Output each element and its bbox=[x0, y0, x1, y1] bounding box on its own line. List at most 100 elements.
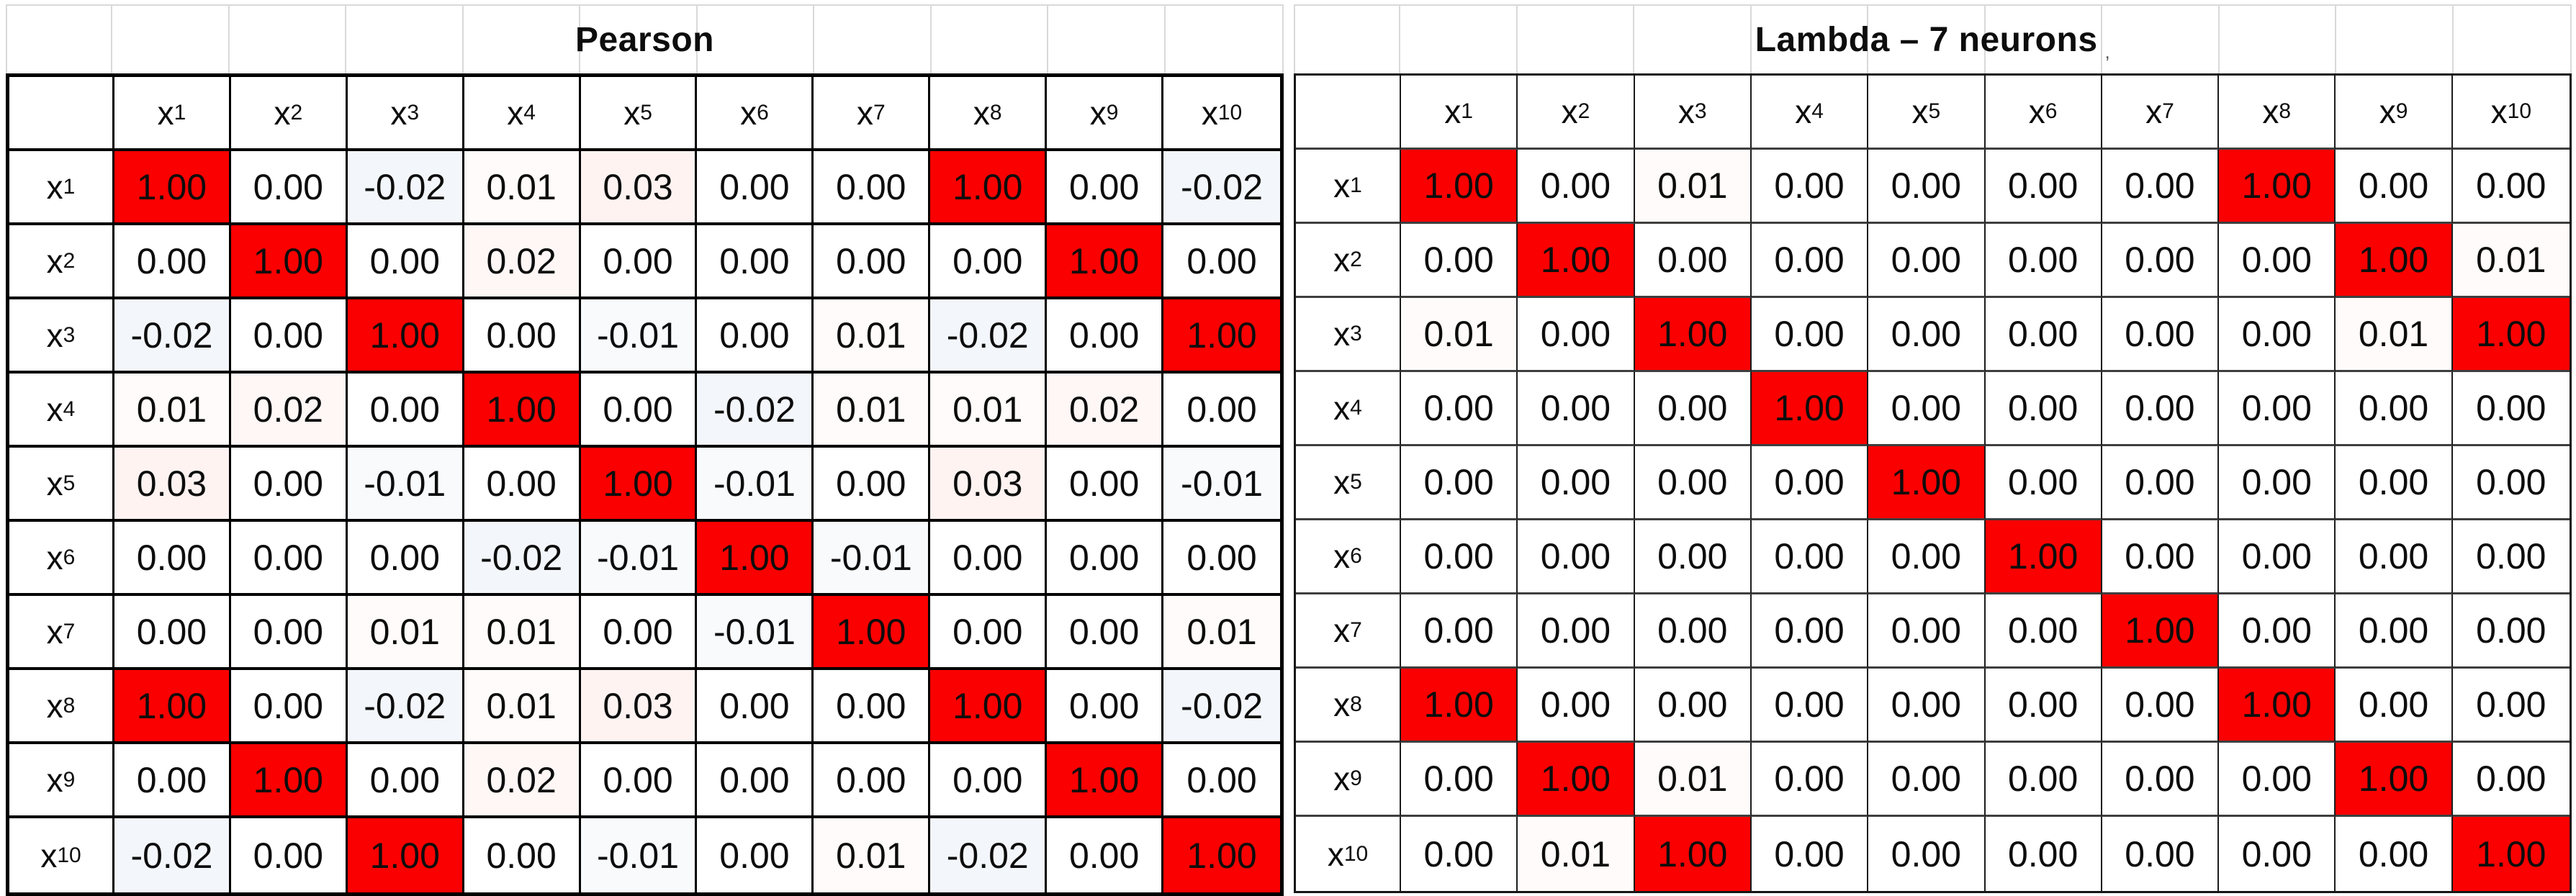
cell-x5-x7: 0.00 bbox=[2102, 446, 2220, 520]
cell-x2-x9: 1.00 bbox=[1047, 225, 1164, 299]
cell-x9-x8: 0.00 bbox=[930, 744, 1048, 818]
cell-x6-x10: 0.00 bbox=[2452, 520, 2570, 594]
cell-x2-x1: 0.00 bbox=[114, 225, 231, 299]
cell-x7-x4: 0.00 bbox=[1751, 594, 1869, 669]
cell-x7-x7: 1.00 bbox=[814, 596, 931, 670]
cell-x4-x6: -0.02 bbox=[697, 374, 814, 448]
cell-x2-x2: 1.00 bbox=[1518, 224, 1635, 298]
cell-x1-x5: 0.03 bbox=[580, 151, 698, 225]
cell-x8-x5: 0.00 bbox=[1868, 669, 1986, 743]
cell-x9-x10: 0.00 bbox=[2452, 743, 2570, 817]
cell-x2-x3: 0.00 bbox=[1634, 224, 1752, 298]
pearson-title-label: Pearson bbox=[575, 20, 714, 59]
cell-x4-x2: 0.00 bbox=[1518, 372, 1635, 446]
cell-x9-x4: 0.00 bbox=[1751, 743, 1869, 817]
cell-x9-x9: 1.00 bbox=[2336, 743, 2453, 817]
corner-cell bbox=[9, 77, 114, 151]
cell-x6-x8: 0.00 bbox=[930, 522, 1048, 596]
cell-x7-x3: 0.01 bbox=[347, 596, 464, 670]
cell-x4-x2: 0.02 bbox=[230, 374, 348, 448]
cell-x9-x2: 1.00 bbox=[1518, 743, 1635, 817]
cell-x4-x4: 1.00 bbox=[1751, 372, 1869, 446]
cell-x3-x8: 0.00 bbox=[2219, 298, 2336, 372]
cell-x5-x2: 0.00 bbox=[1518, 446, 1635, 520]
cell-x2-x10: 0.01 bbox=[2452, 224, 2570, 298]
cell-x8-x10: -0.02 bbox=[1163, 670, 1280, 744]
cell-x10-x1: 0.00 bbox=[1401, 817, 1518, 891]
cell-x10-x2: 0.01 bbox=[1518, 817, 1635, 891]
cell-x6-x9: 0.00 bbox=[2336, 520, 2453, 594]
cell-x7-x5: 0.00 bbox=[580, 596, 698, 670]
cell-x1-x1: 1.00 bbox=[114, 151, 231, 225]
cell-x5-x5: 1.00 bbox=[580, 448, 698, 522]
cell-x10-x6: 0.00 bbox=[1985, 817, 2102, 891]
cell-x6-x5: -0.01 bbox=[580, 522, 698, 596]
matrix-title: Lambda – 7 neurons , bbox=[1295, 6, 2570, 73]
cell-x3-x2: 0.00 bbox=[1518, 298, 1635, 372]
cell-x1-x8: 1.00 bbox=[2219, 150, 2336, 224]
cell-x4-x4: 1.00 bbox=[464, 374, 581, 448]
cell-x5-x4: 0.00 bbox=[464, 448, 581, 522]
row-header-x10: x 10 bbox=[9, 818, 114, 892]
cell-x3-x5: -0.01 bbox=[580, 299, 698, 374]
cell-x1-x3: 0.01 bbox=[1634, 150, 1752, 224]
cell-x10-x3: 1.00 bbox=[347, 818, 464, 892]
cell-x9-x7: 0.00 bbox=[2102, 743, 2220, 817]
cell-x10-x7: 0.01 bbox=[814, 818, 931, 892]
cell-x3-x3: 1.00 bbox=[1634, 298, 1752, 372]
cell-x10-x3: 1.00 bbox=[1634, 817, 1752, 891]
cell-x7-x6: 0.00 bbox=[1985, 594, 2102, 669]
cell-x2-x8: 0.00 bbox=[930, 225, 1048, 299]
cell-x7-x10: 0.00 bbox=[2452, 594, 2570, 669]
cell-x6-x5: 0.00 bbox=[1868, 520, 1986, 594]
cell-x1-x7: 0.00 bbox=[2102, 150, 2220, 224]
cell-x10-x10: 1.00 bbox=[1163, 818, 1280, 892]
cell-x7-x8: 0.00 bbox=[2219, 594, 2336, 669]
cell-x7-x9: 0.00 bbox=[2336, 594, 2453, 669]
cell-x1-x10: 0.00 bbox=[2452, 150, 2570, 224]
cell-x1-x4: 0.00 bbox=[1751, 150, 1869, 224]
cell-x9-x4: 0.02 bbox=[464, 744, 581, 818]
cell-x3-x4: 0.00 bbox=[464, 299, 581, 374]
cell-x8-x7: 0.00 bbox=[814, 670, 931, 744]
cell-x3-x5: 0.00 bbox=[1868, 298, 1986, 372]
cell-x1-x6: 0.00 bbox=[1985, 150, 2102, 224]
cell-x9-x5: 0.00 bbox=[1868, 743, 1986, 817]
cell-x3-x9: 0.01 bbox=[2336, 298, 2453, 372]
title-trailing-mark: , bbox=[2104, 41, 2111, 63]
cell-x9-x6: 0.00 bbox=[1985, 743, 2102, 817]
cell-x6-x3: 0.00 bbox=[1634, 520, 1752, 594]
cell-x3-x9: 0.00 bbox=[1047, 299, 1164, 374]
cell-x7-x4: 0.01 bbox=[464, 596, 581, 670]
cell-x10-x8: 0.00 bbox=[2219, 817, 2336, 891]
cell-x1-x3: -0.02 bbox=[347, 151, 464, 225]
cell-x1-x5: 0.00 bbox=[1868, 150, 1986, 224]
cell-x10-x9: 0.00 bbox=[1047, 818, 1164, 892]
cell-x6-x6: 1.00 bbox=[1985, 520, 2102, 594]
cell-x5-x8: 0.03 bbox=[930, 448, 1048, 522]
lambda-title-label: Lambda – 7 neurons bbox=[1755, 20, 2098, 59]
cell-x10-x7: 0.00 bbox=[2102, 817, 2220, 891]
cell-x1-x8: 1.00 bbox=[930, 151, 1048, 225]
cell-x3-x10: 1.00 bbox=[2452, 298, 2570, 372]
cell-x5-x3: -0.01 bbox=[347, 448, 464, 522]
cell-x8-x10: 0.00 bbox=[2452, 669, 2570, 743]
